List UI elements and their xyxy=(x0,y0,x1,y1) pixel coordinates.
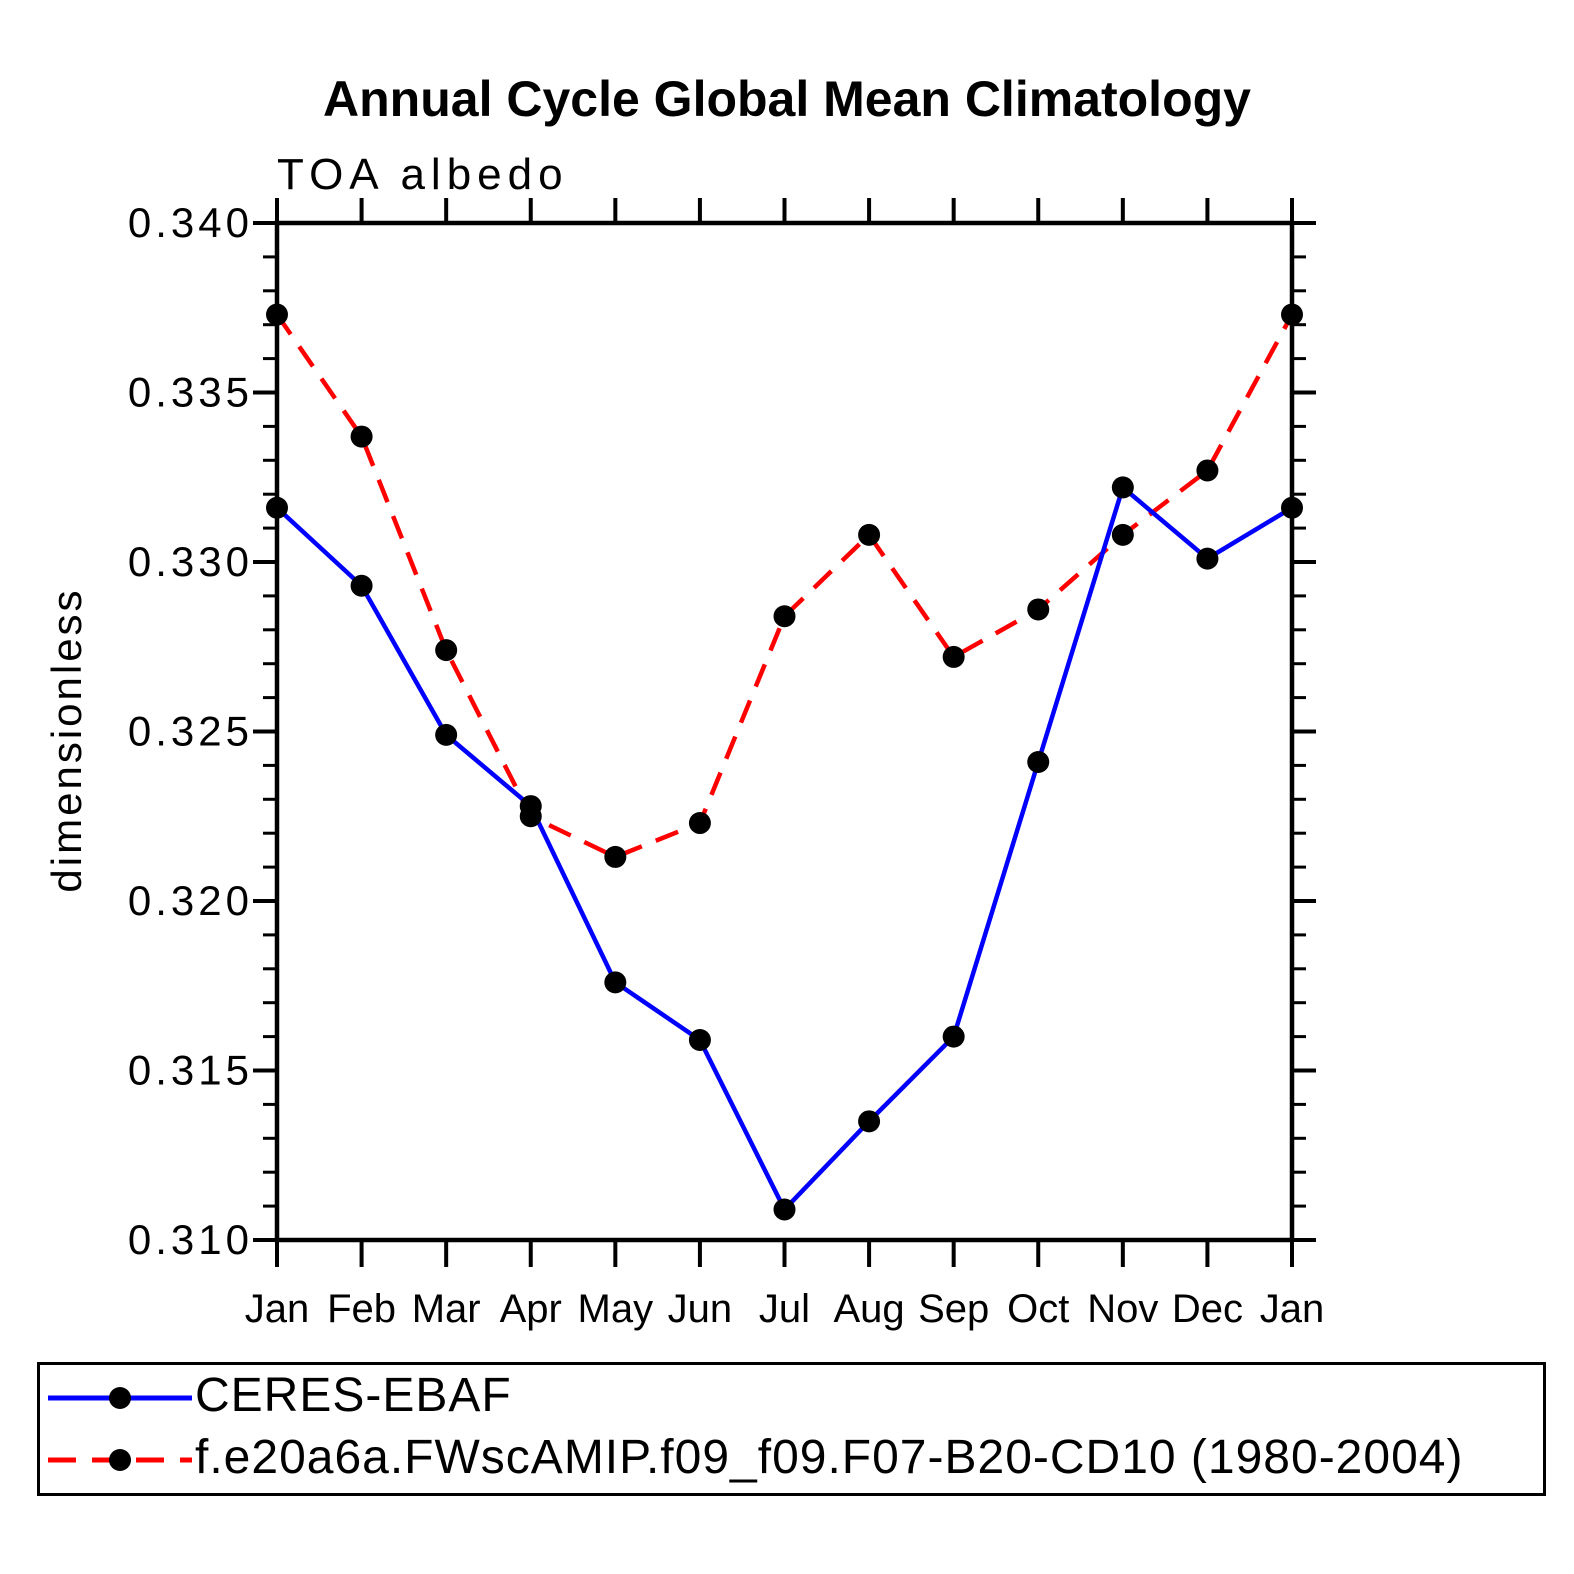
data-point-marker xyxy=(266,303,288,326)
x-tick-label: Oct xyxy=(1007,1287,1069,1331)
x-tick-label: Dec xyxy=(1172,1287,1243,1331)
series-line-ceres-ebaf xyxy=(275,483,1294,1214)
data-point-marker xyxy=(350,425,373,448)
y-tick-label: 0.315 xyxy=(128,1047,253,1094)
x-tick-label: Jan xyxy=(1260,1287,1325,1331)
series-line-model-run xyxy=(275,313,1294,860)
plot-subtitle: TOA albedo xyxy=(277,150,569,199)
legend-sample-solid-line xyxy=(48,1387,192,1409)
data-point-marker xyxy=(1027,751,1050,774)
legend-marker-icon xyxy=(109,1387,131,1409)
legend-item-ceres-ebaf: CERES-EBAF xyxy=(45,1369,1543,1427)
legend-sample-dashed-line xyxy=(48,1449,192,1471)
x-tick-label: Aug xyxy=(833,1287,904,1331)
x-tick-label: Jun xyxy=(668,1287,733,1331)
y-tick-label: 0.340 xyxy=(128,199,253,246)
y-tick-label: 0.335 xyxy=(128,369,253,416)
data-point-marker xyxy=(350,574,373,597)
data-point-marker xyxy=(688,812,711,835)
y-tick-label: 0.320 xyxy=(128,877,253,924)
data-point-marker xyxy=(858,523,881,546)
x-tick-label: May xyxy=(578,1287,654,1331)
page-title: Annual Cycle Global Mean Climatology xyxy=(323,71,1251,127)
y-tick-label: 0.330 xyxy=(128,538,253,585)
x-tick-label: Feb xyxy=(327,1287,396,1331)
x-tick-label: Apr xyxy=(500,1287,562,1331)
x-tick-label: Jul xyxy=(759,1287,810,1331)
x-tick-label: Sep xyxy=(918,1287,989,1331)
data-point-marker xyxy=(1111,476,1134,499)
plot-frame xyxy=(274,220,1295,1243)
y-tick-label: 0.310 xyxy=(128,1216,253,1263)
x-tick-label: Nov xyxy=(1087,1287,1158,1331)
x-tick-label: Mar xyxy=(412,1287,481,1331)
data-point-marker xyxy=(519,805,542,828)
legend-marker-icon xyxy=(109,1449,131,1471)
data-point-marker xyxy=(604,845,627,868)
legend-box: CERES-EBAF f.e20a6a.FWscAMIP.f09_f09.F07… xyxy=(37,1362,1546,1496)
data-point-marker xyxy=(1281,303,1303,326)
data-point-marker xyxy=(435,639,458,662)
legend-label: CERES-EBAF xyxy=(195,1369,512,1422)
data-point-marker xyxy=(1281,496,1303,519)
data-point-marker xyxy=(688,1028,711,1051)
legend-label: f.e20a6a.FWscAMIP.f09_f09.F07-B20-CD10 (… xyxy=(195,1431,1464,1484)
data-point-marker xyxy=(942,1025,965,1048)
data-point-marker xyxy=(435,723,458,746)
data-point-marker xyxy=(266,496,288,519)
data-point-marker xyxy=(1196,547,1219,570)
x-tick-label: Jan xyxy=(245,1287,310,1331)
data-point-marker xyxy=(858,1110,881,1133)
data-point-marker xyxy=(942,645,965,668)
y-tick-label: 0.325 xyxy=(128,708,253,755)
data-point-marker xyxy=(1027,598,1050,621)
data-point-marker xyxy=(773,1198,796,1221)
data-point-marker xyxy=(604,971,627,994)
data-point-marker xyxy=(1196,459,1219,482)
legend-item-model-run: f.e20a6a.FWscAMIP.f09_f09.F07-B20-CD10 (… xyxy=(45,1431,1543,1489)
data-point-marker xyxy=(773,605,796,628)
data-point-marker xyxy=(1111,523,1134,546)
